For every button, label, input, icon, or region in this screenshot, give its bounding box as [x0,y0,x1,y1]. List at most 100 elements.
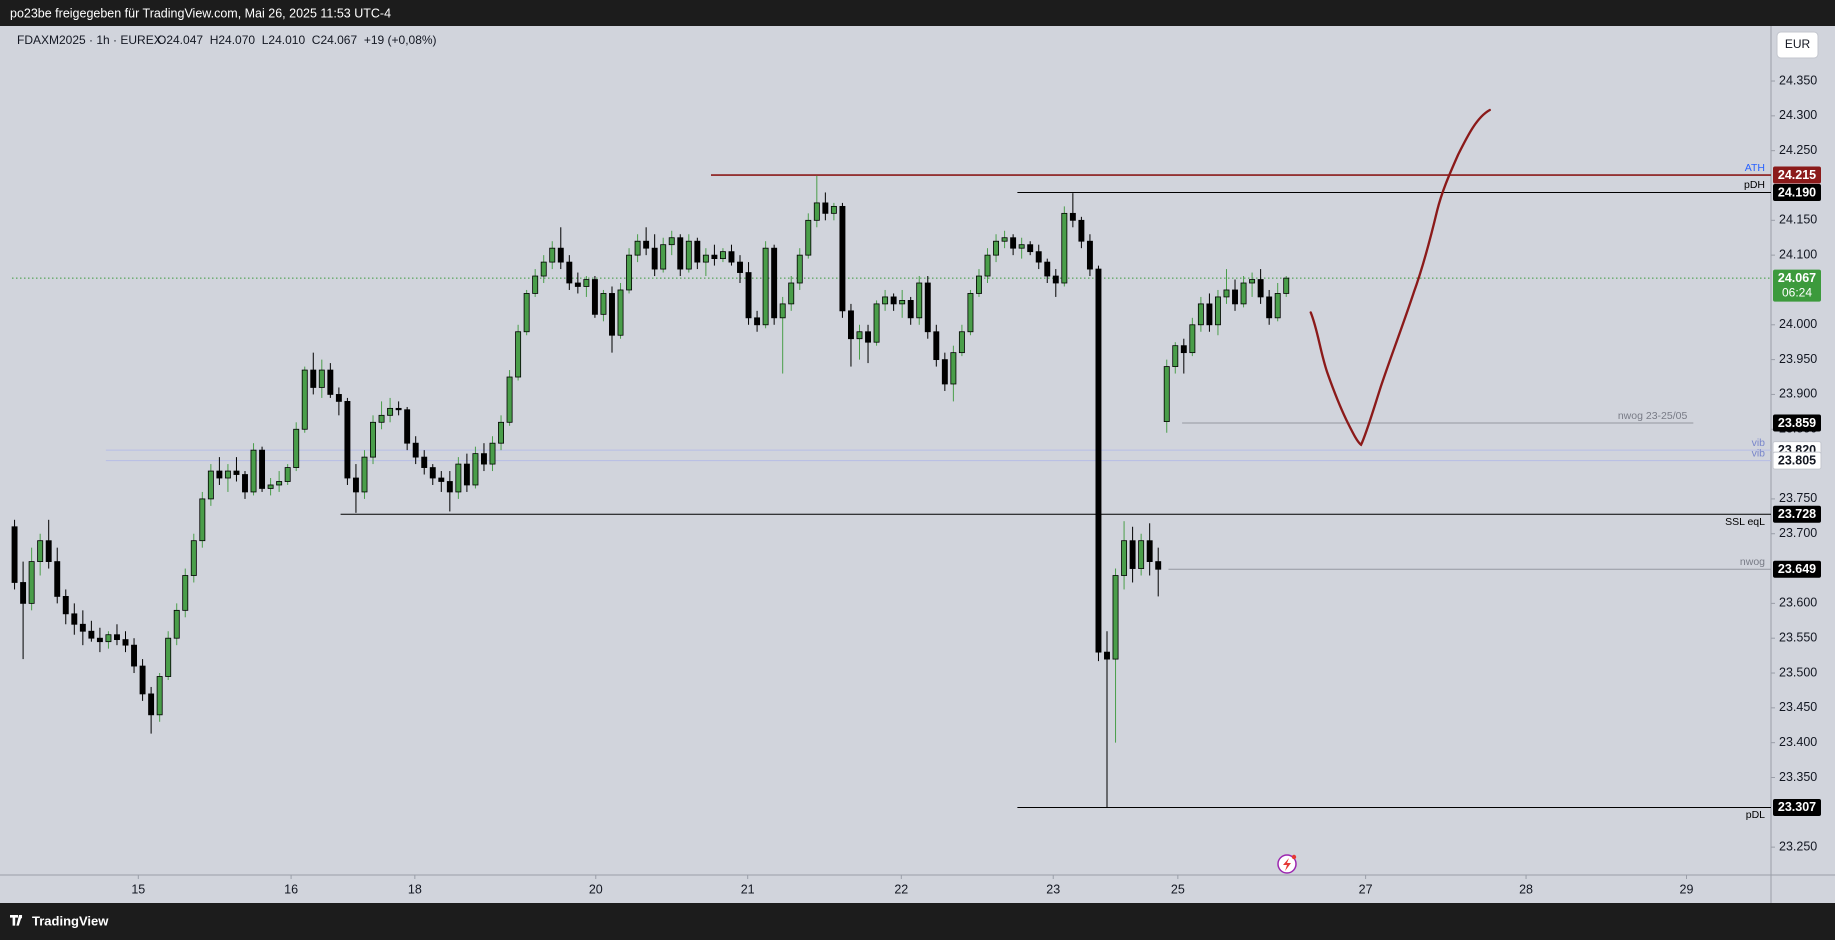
candle-body [233,470,240,475]
price-tag-label: 23.859 [1778,416,1816,430]
candle-body [429,467,436,479]
candle-body [190,540,197,576]
candle-body [455,463,462,493]
price-tag [1773,505,1821,523]
x-tick-label: 21 [741,882,755,896]
currency-button[interactable] [1776,31,1819,59]
candle-body [660,244,667,270]
candle-body [745,272,752,319]
level-name: nwog [1740,556,1765,568]
candle-body [737,261,743,273]
y-tick-label: 23.550 [1779,630,1817,644]
candle-body [1146,540,1153,562]
candle-body [677,237,684,270]
candle-body [156,676,163,716]
x-tick-label: 18 [408,882,422,896]
candle-body [1129,540,1136,569]
candle-body [916,282,923,319]
candle-body [438,477,445,482]
candle-body [865,331,871,343]
candle-body [728,251,735,263]
y-tick-label: 23.350 [1779,770,1817,784]
alert-bolt [1283,858,1291,871]
price-tag-label: 24.215 [1778,168,1816,182]
candle-body [404,409,411,444]
candle-body [668,237,675,246]
candle-body [873,303,880,343]
candle-body [1086,240,1093,270]
candle-body [523,293,530,333]
level-name: vib [1752,437,1766,449]
candle-body [941,359,948,385]
candle-body [446,481,453,493]
candle-body [327,369,334,395]
candle-body [207,470,214,500]
candle-body [557,247,564,263]
candle-body [754,317,761,326]
candle-body [813,202,820,221]
candle-body [1095,268,1102,653]
candle-body [472,453,479,486]
footer-bar [0,903,1835,940]
price-tag [1773,183,1821,201]
candle-body [574,282,581,287]
candle-body [71,613,78,625]
candle-body [182,575,189,611]
candle-body [165,637,172,677]
candle-body [924,282,931,333]
candle-body [1214,296,1221,326]
price-tag [1773,798,1821,816]
candle-body [1069,212,1076,221]
x-tick-label: 29 [1680,882,1694,896]
candle-body [1027,244,1034,253]
candle-body [958,331,965,354]
candle-body [617,289,624,336]
candle-body [1283,277,1290,294]
candle-body [412,442,419,458]
candle-body [1155,561,1162,570]
candle-body [310,369,317,388]
candle-body [88,630,95,639]
projection-drawing [1309,108,1491,447]
candle-body [173,609,180,639]
candle-body [1257,279,1264,298]
candle-body [1104,651,1110,660]
candle-body [1240,282,1247,305]
y-tick-label: 24.000 [1779,317,1817,331]
candle-body [96,637,103,643]
candle-body [1052,275,1059,284]
candle-body [1001,237,1008,242]
candle-body [335,394,342,402]
candle-body [293,428,300,468]
candle-body [1112,575,1119,660]
candle-body [950,352,957,385]
candle-body [600,293,607,315]
candle-body [1266,296,1273,319]
candle-body [45,540,52,562]
candle-body [131,644,138,667]
candle-body [395,407,402,411]
candle-body [139,665,146,695]
price-tag [1773,414,1821,432]
candle-body [839,205,846,312]
price-tag-label: 23.307 [1778,800,1816,814]
x-tick-label: 27 [1359,882,1373,896]
alert-dot [1291,854,1297,860]
level-name: ATH [1745,162,1765,174]
candle-body [259,449,266,489]
candle-body [361,456,368,493]
candle-body [79,623,86,632]
candle-body [199,498,206,542]
candle-body [1180,345,1187,354]
last-price-label: 24.067 [1778,271,1816,285]
y-tick-label: 24.350 [1779,73,1817,87]
candle-body [830,205,837,214]
x-tick-label: 25 [1171,882,1185,896]
candle-body [54,561,61,597]
candle-body [796,254,803,284]
candle-body [11,526,18,583]
candle-body [318,369,325,388]
candle-body [62,596,69,615]
y-tick-label: 23.250 [1779,839,1817,853]
